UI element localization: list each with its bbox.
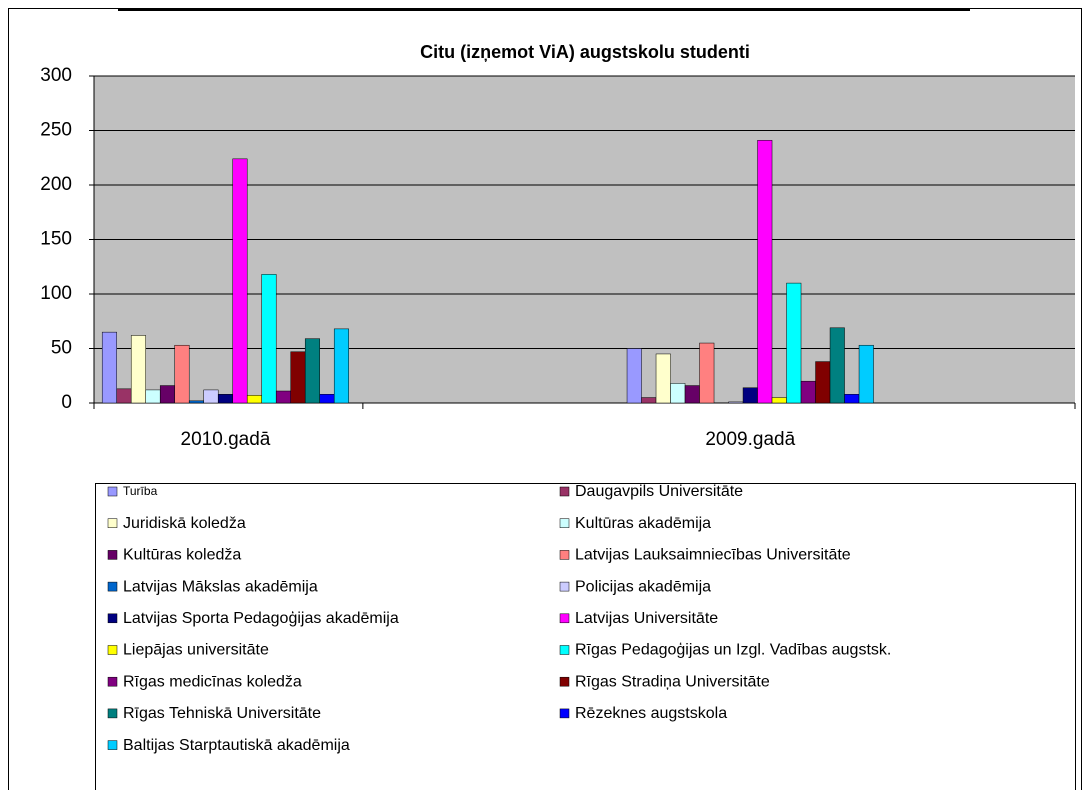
legend-swatch (107, 645, 118, 655)
bar (304, 338, 320, 404)
bar (246, 395, 262, 404)
bar (800, 380, 816, 404)
bar (261, 274, 277, 404)
legend-swatch (107, 708, 118, 719)
x-tick-label: 2010.gadā (181, 429, 271, 450)
legend-label: Kultūras koledža (123, 547, 241, 564)
bar (174, 344, 190, 404)
bar (319, 394, 335, 404)
bar (655, 353, 671, 404)
legend-swatch (559, 550, 570, 560)
bar (232, 158, 248, 404)
legend-swatch (559, 708, 570, 719)
legend-label: Latvijas Universitāte (575, 610, 718, 627)
y-tick-label: 100 (40, 283, 72, 304)
chart-title: Citu (izņemot ViA) augstskolu studenti (420, 42, 750, 62)
legend-swatch (559, 518, 570, 528)
y-tick-label: 300 (40, 65, 72, 86)
legend-label: Policijas akadēmija (575, 578, 711, 595)
legend-label: Turība (123, 484, 158, 498)
legend-swatch (559, 613, 570, 624)
y-tick-label: 200 (40, 174, 72, 195)
legend-swatch (107, 740, 118, 750)
legend-swatch (559, 486, 570, 497)
legend-swatch (107, 486, 118, 497)
legend-label: Latvijas Sporta Pedagoģijas akadēmija (123, 609, 399, 627)
legend (95, 483, 1076, 790)
legend-label: Rīgas medicīnas koledža (123, 673, 302, 690)
bar (699, 342, 715, 404)
legend-swatch (559, 645, 570, 655)
bar (771, 397, 787, 404)
bar (290, 351, 306, 404)
bar (844, 394, 860, 404)
bar (728, 401, 744, 404)
y-tick-label: 0 (61, 392, 72, 413)
bar (742, 387, 758, 404)
y-tick-label: 50 (51, 338, 72, 359)
legend-label: Liepājas universitāte (123, 642, 269, 659)
bar (145, 389, 161, 404)
bar (670, 383, 686, 404)
legend-label: Rēzeknes augstskola (575, 705, 727, 722)
legend-label: Kultūras akadēmija (575, 515, 711, 532)
legend-label: Rīgas Pedagoģijas un Izgl. Vadības augst… (575, 641, 891, 659)
bar (188, 400, 204, 404)
legend-swatch (107, 518, 118, 528)
bar (217, 394, 233, 404)
bar (684, 385, 700, 404)
legend-swatch (559, 676, 570, 687)
bar (815, 361, 831, 404)
legend-swatch (107, 676, 118, 687)
bar (101, 331, 117, 404)
legend-label: Daugavpils Universitāte (575, 483, 743, 500)
bar (641, 397, 657, 404)
bar (116, 388, 132, 404)
legend-swatch (559, 581, 570, 592)
legend-label: Juridiskā koledža (123, 515, 246, 532)
y-tick-label: 250 (40, 120, 72, 141)
legend-swatch (107, 613, 118, 624)
bar (626, 348, 642, 404)
bar (203, 389, 219, 404)
legend-label: Rīgas Tehniskā Universitāte (123, 705, 321, 722)
bar (130, 335, 146, 404)
legend-label: Baltijas Starptautiskā akadēmija (123, 737, 350, 754)
legend-swatch (107, 550, 118, 560)
bar (333, 328, 349, 404)
bar (275, 390, 291, 404)
legend-label: Latvijas Lauksaimniecības Universitāte (575, 547, 851, 564)
bar (829, 327, 845, 404)
bar (159, 385, 175, 404)
legend-label: Latvijas Mākslas akadēmija (123, 578, 318, 595)
bar (786, 282, 802, 404)
legend-label: Rīgas Stradiņa Universitāte (575, 673, 770, 690)
bar (757, 140, 773, 404)
bar (858, 344, 874, 404)
y-tick-label: 150 (40, 229, 72, 250)
legend-swatch (107, 581, 118, 592)
x-tick-label: 2009.gadā (705, 429, 795, 450)
